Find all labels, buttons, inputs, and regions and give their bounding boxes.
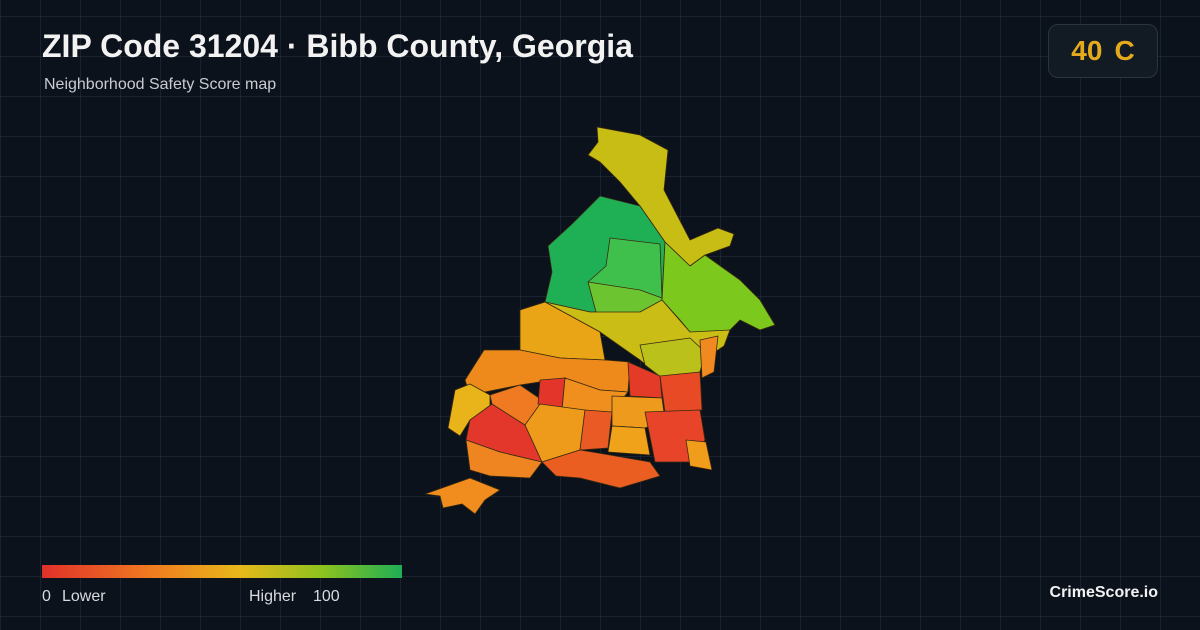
region [685,439,713,471]
region [607,425,651,456]
region [661,241,776,333]
region [659,371,703,413]
score-grade: C [1114,35,1135,66]
region [465,439,543,479]
brand: CrimeScore.io [1049,584,1158,601]
legend-max-label: Higher [249,588,297,605]
legend-min: 0 [42,588,51,605]
region [424,477,501,515]
score-badge: 40 C [1048,24,1158,78]
region [541,449,661,489]
region [537,377,566,409]
subtitle: Neighborhood Safety Score map [44,76,277,93]
score-value: 40 [1071,35,1103,66]
legend-bar [42,565,402,578]
legend-min-label: Lower [62,588,106,605]
region [579,409,613,451]
legend-max: 100 [313,588,340,605]
region [699,335,719,379]
title: ZIP Code 31204 · Bibb County, Georgia [42,28,633,64]
